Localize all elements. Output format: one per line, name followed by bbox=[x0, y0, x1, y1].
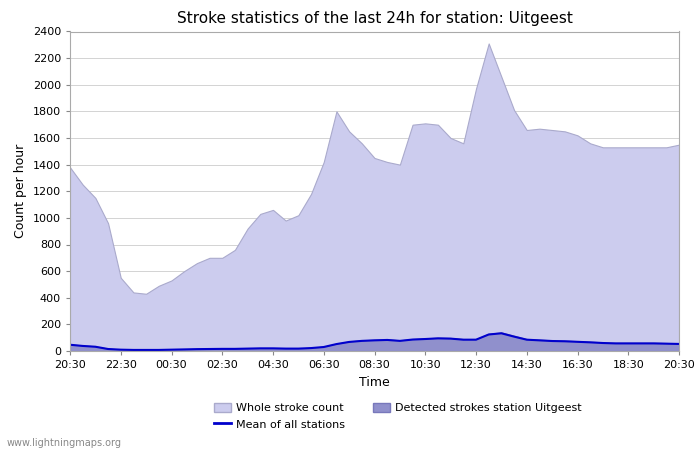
Text: www.lightningmaps.org: www.lightningmaps.org bbox=[7, 438, 122, 448]
Title: Stroke statistics of the last 24h for station: Uitgeest: Stroke statistics of the last 24h for st… bbox=[176, 11, 573, 26]
X-axis label: Time: Time bbox=[359, 376, 390, 389]
Y-axis label: Count per hour: Count per hour bbox=[14, 144, 27, 238]
Legend: Whole stroke count, Mean of all stations, Detected strokes station Uitgeest: Whole stroke count, Mean of all stations… bbox=[209, 398, 587, 434]
